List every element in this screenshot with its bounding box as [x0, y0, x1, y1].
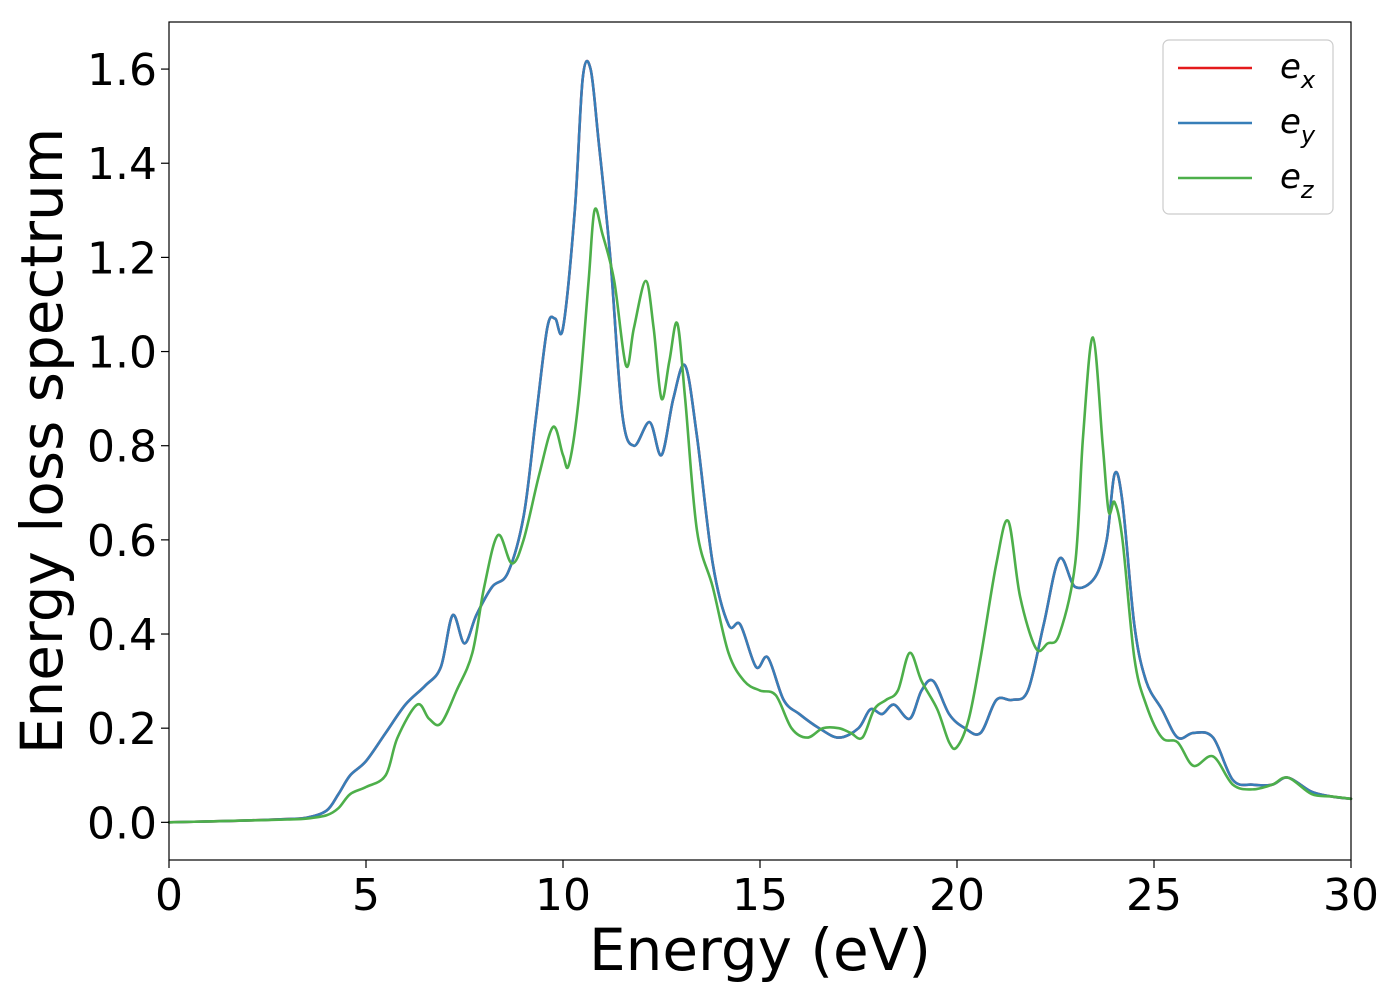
legend-label-base: e [1280, 102, 1301, 142]
y-tick-label: 0.6 [87, 516, 157, 567]
y-axis-ticks: 0.0 0.2 0.4 0.6 0.8 1.0 1.2 1.4 1.6 [87, 45, 169, 849]
legend-label-sub: z [1300, 176, 1315, 204]
legend-label-sub: y [1300, 121, 1316, 149]
plot-background [169, 22, 1351, 860]
legend-label-y: ey [1280, 102, 1316, 149]
y-tick-label: 0.0 [87, 798, 157, 849]
y-tick-label: 1.6 [87, 45, 157, 96]
x-tick-label: 10 [535, 870, 591, 921]
legend-label-sub: x [1300, 66, 1316, 94]
x-tick-label: 5 [352, 870, 380, 921]
x-tick-label: 20 [929, 870, 985, 921]
y-axis-title: Energy loss spectrum [8, 128, 76, 754]
series-line-y [167, 59, 1353, 824]
x-axis-title: Energy (eV) [589, 916, 931, 984]
legend-label-z: ez [1280, 157, 1315, 204]
y-tick-label: 0.4 [87, 610, 157, 661]
legend-label-base: e [1280, 47, 1301, 87]
plot-area [167, 21, 1353, 861]
x-tick-label: 30 [1323, 870, 1379, 921]
y-tick-label: 0.8 [87, 422, 157, 473]
x-axis-ticks: 0 5 10 15 20 25 30 [155, 860, 1379, 921]
legend-label-base: e [1280, 157, 1301, 197]
x-tick-label: 0 [155, 870, 183, 921]
y-tick-label: 1.0 [87, 328, 157, 379]
y-tick-label: 1.4 [87, 139, 157, 190]
series-layer [167, 59, 1353, 824]
x-tick-label: 25 [1126, 870, 1182, 921]
y-tick-label: 0.2 [87, 704, 157, 755]
x-tick-label: 15 [732, 870, 788, 921]
legend-label-x: ex [1280, 47, 1316, 94]
legend-box [1162, 39, 1334, 215]
series-line-z [167, 207, 1353, 824]
y-tick-label: 1.2 [87, 233, 157, 284]
